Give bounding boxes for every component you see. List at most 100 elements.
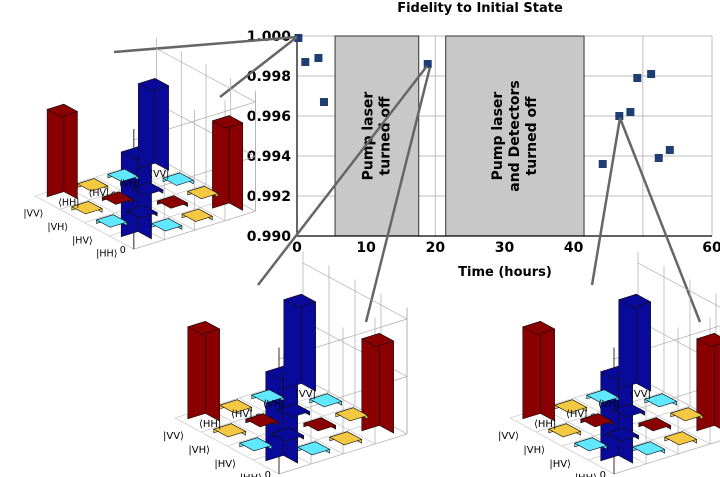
- fidelity-scatter-chart: Fidelity to Initial State Pump laser turn…: [247, 1, 720, 280]
- bar-top-face: [137, 78, 170, 92]
- data-point: [598, 160, 607, 168]
- y-tick-label: 0.992: [247, 189, 291, 205]
- side-wall-grid: [637, 320, 720, 366]
- row-label: |HH⟩: [575, 473, 597, 477]
- x-tick-label: 0: [292, 240, 302, 256]
- bar-top-face: [302, 417, 337, 432]
- row-label: |HH⟩: [240, 473, 262, 477]
- connector-line: [219, 36, 298, 98]
- bar-top-face: [282, 293, 317, 308]
- data-point: [626, 108, 635, 116]
- shaded-region-label: turned off: [524, 96, 540, 176]
- col-label: ⟨VH|: [263, 399, 285, 410]
- bar-top-face: [107, 168, 139, 182]
- bar-side-face: [301, 293, 316, 392]
- shaded-region-label: turned off: [377, 96, 393, 176]
- bar-side-face: [636, 293, 651, 392]
- data-point: [423, 60, 432, 68]
- bar-top-face: [46, 103, 79, 118]
- z-tick-label: 0: [120, 245, 126, 256]
- bar-top-face: [328, 431, 363, 446]
- bar-top-face: [244, 413, 279, 428]
- bar-front-face: [187, 320, 206, 420]
- col-label: ⟨HH|: [199, 419, 221, 430]
- bar-side-face: [379, 332, 394, 434]
- bar-front-face: [46, 103, 65, 198]
- bar-top-face: [186, 185, 219, 200]
- bar-top-face: [126, 205, 158, 219]
- bar-front-face: [618, 293, 637, 390]
- data-point: [633, 74, 642, 82]
- bar-top-face: [71, 201, 103, 215]
- bar-top-face: [617, 293, 652, 308]
- col-label: ⟨VV|: [295, 389, 316, 400]
- bar-top-face: [296, 441, 331, 456]
- floor-grid: [613, 440, 720, 475]
- z-tick-label: 0: [265, 470, 271, 477]
- side-wall-grid: [302, 262, 408, 320]
- bar-top-face: [360, 333, 395, 347]
- data-point: [319, 98, 328, 106]
- x-axis-label: Time (hours): [458, 265, 552, 280]
- row-label: |VH⟩: [523, 445, 545, 456]
- connector-line: [590, 117, 622, 286]
- bar-top-face: [643, 393, 678, 408]
- col-label: ⟨VV|: [149, 169, 169, 180]
- z-tick-label: 0: [600, 470, 606, 477]
- col-label: ⟨HH|: [58, 197, 79, 208]
- bar-top-face: [162, 172, 195, 186]
- bar-top-face: [95, 214, 128, 228]
- row-label: |VV⟩: [163, 431, 184, 442]
- col-label: ⟨HV|: [566, 409, 588, 420]
- data-point: [301, 58, 310, 66]
- density-matrix-inset-middle: 00.5|HH⟩|HV⟩|VH⟩|VV⟩⟨HH|⟨HV|⟨VH|⟨VV|: [163, 251, 408, 477]
- data-point: [615, 112, 624, 120]
- bar-top-face: [573, 437, 608, 452]
- bar-top-face: [553, 399, 588, 414]
- x-tick-label: 40: [564, 240, 584, 256]
- bar-top-face: [76, 178, 109, 192]
- col-label: ⟨VV|: [630, 389, 651, 400]
- row-label: |VV⟩: [23, 209, 43, 220]
- y-tick-label: 0.998: [247, 69, 291, 85]
- floor-grid: [278, 433, 408, 475]
- bar-top-face: [334, 407, 369, 422]
- row-label: |HV⟩: [72, 235, 93, 246]
- col-label: ⟨VH|: [598, 399, 620, 410]
- bar-top-face: [101, 191, 134, 205]
- bar-side-face: [228, 115, 244, 211]
- bar-top-face: [695, 333, 720, 347]
- y-tick-label: 0.994: [247, 149, 292, 165]
- data-point: [294, 34, 303, 42]
- bar-top-face: [270, 427, 305, 442]
- chart-title: Fidelity to Initial State: [397, 1, 563, 16]
- side-wall-grid: [156, 48, 256, 103]
- bar-top-face: [631, 441, 666, 456]
- data-point: [314, 54, 323, 62]
- density-matrix-inset-final: 00.5|HH⟩|HV⟩|VH⟩|VV⟩⟨HH|⟨HV|⟨VH|⟨VV|: [498, 251, 720, 477]
- col-label: ⟨HH|: [534, 419, 556, 430]
- bar-top-face: [181, 208, 214, 222]
- bar-front-face: [138, 78, 156, 169]
- shaded-regions: Pump laser turned off Pump laser and Detect…: [334, 35, 585, 237]
- row-label: |HH⟩: [96, 249, 117, 260]
- bar-side-face: [714, 332, 720, 429]
- side-wall-grid: [637, 262, 720, 308]
- bar-side-face: [540, 320, 555, 422]
- shaded-region-label: Pump laser: [490, 92, 506, 181]
- x-tick-label: 10: [356, 240, 376, 256]
- col-label: ⟨VH|: [119, 178, 140, 189]
- x-tick-label: 30: [495, 240, 515, 256]
- bar-front-face: [522, 320, 541, 420]
- data-point: [665, 146, 674, 154]
- bar-top-face: [212, 423, 247, 438]
- bar-top-face: [131, 182, 164, 196]
- bar-top-face: [218, 399, 253, 414]
- bar-front-face: [283, 293, 302, 390]
- shaded-region-label: Pump laser: [360, 92, 376, 181]
- connector-line: [113, 35, 298, 54]
- col-label: ⟨HV|: [89, 188, 110, 199]
- bar-top-face: [186, 321, 221, 335]
- bar-top-face: [669, 407, 704, 422]
